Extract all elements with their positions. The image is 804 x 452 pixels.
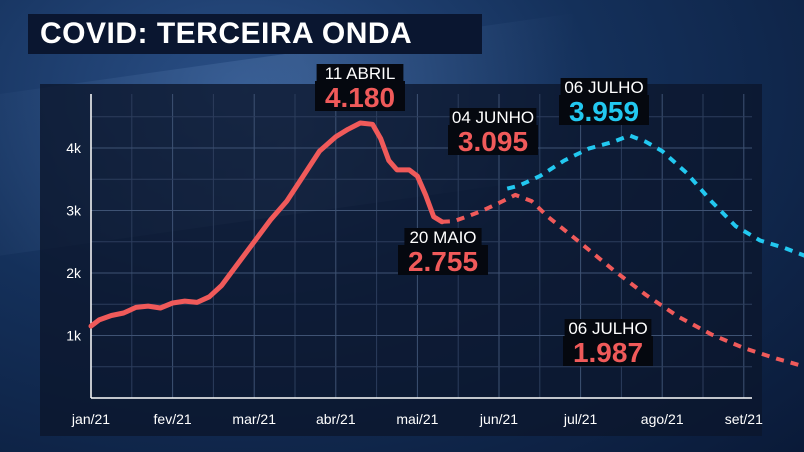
x-tick-label: mar/21 bbox=[232, 411, 276, 427]
x-tick-label: ago/21 bbox=[641, 411, 684, 427]
callout-value: 3.959 bbox=[569, 96, 639, 127]
callout-date: 11 ABRIL bbox=[325, 64, 396, 83]
x-tick-label: mai/21 bbox=[396, 411, 438, 427]
callout-value-box bbox=[398, 245, 488, 275]
x-tick-label: fev/21 bbox=[154, 411, 192, 427]
x-tick-label: jul/21 bbox=[563, 411, 598, 427]
callout-value-box bbox=[563, 336, 653, 366]
callout-date-box bbox=[560, 78, 648, 97]
callout-value: 1.987 bbox=[573, 337, 643, 368]
x-tick-label: abr/21 bbox=[316, 411, 356, 427]
series-line-proj-high bbox=[506, 133, 804, 258]
callout-value-box bbox=[559, 95, 649, 125]
page-title: COVID: TERCEIRA ONDA bbox=[28, 14, 482, 54]
callout-value: 4.180 bbox=[325, 82, 395, 113]
x-tick-label: jun/21 bbox=[479, 411, 518, 427]
callout-value: 2.755 bbox=[408, 246, 478, 277]
y-tick-label: 4k bbox=[66, 140, 82, 156]
callout-date-box bbox=[449, 108, 537, 127]
y-tick-label: 2k bbox=[66, 265, 82, 281]
series-line-observed bbox=[88, 120, 445, 329]
callout-value-box bbox=[448, 125, 538, 155]
callout-date-box bbox=[316, 64, 404, 83]
chart-axes: jan/21 fev/21 mar/21 abr/21 mai/21 jun/21 jul/… bbox=[66, 94, 763, 427]
series-line-proj-low bbox=[441, 192, 802, 368]
callout-date: 04 JUNHO bbox=[452, 108, 534, 127]
y-tick-label: 1k bbox=[66, 328, 82, 344]
x-tick-label: set/21 bbox=[725, 411, 763, 427]
callout-value: 3.095 bbox=[458, 126, 528, 157]
callout-date: 06 JULHO bbox=[568, 319, 647, 338]
x-tick-label: jan/21 bbox=[71, 411, 110, 427]
callout-date: 06 JULHO bbox=[564, 78, 643, 97]
callout-value-box bbox=[315, 81, 405, 111]
callout-date-box bbox=[404, 228, 482, 247]
y-tick-label: 3k bbox=[66, 203, 82, 219]
callout-date-box bbox=[564, 319, 652, 338]
callout-date: 20 MAIO bbox=[409, 228, 476, 247]
chart-series bbox=[88, 120, 804, 368]
